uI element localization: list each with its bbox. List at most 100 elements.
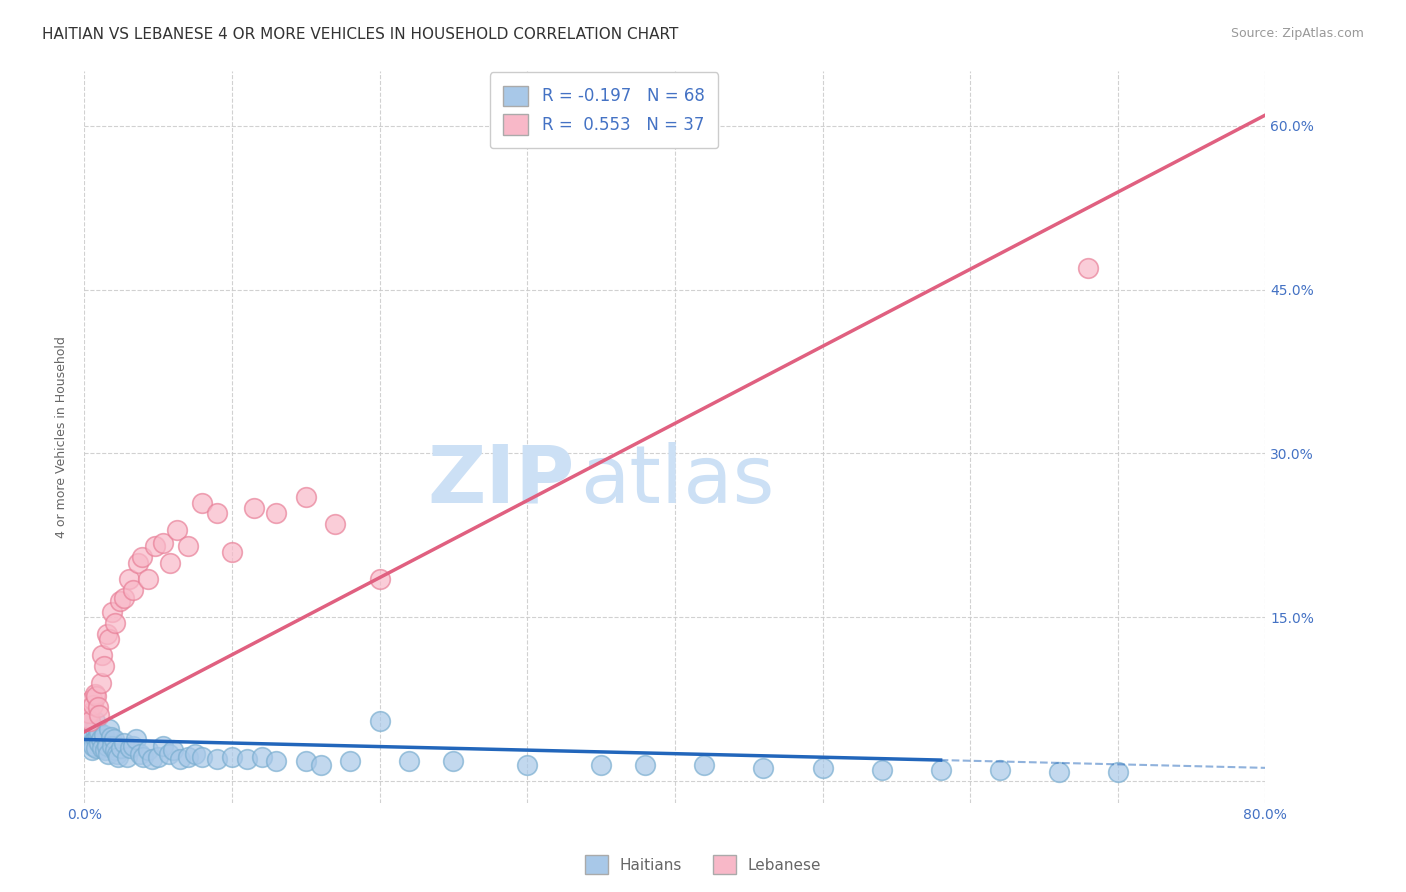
Point <box>89 736 111 750</box>
Point <box>988 763 1011 777</box>
Point <box>1047 765 1070 780</box>
Point <box>221 545 243 559</box>
Point <box>112 736 135 750</box>
Point <box>811 761 834 775</box>
Point <box>264 754 288 768</box>
Point <box>441 754 464 768</box>
Point <box>77 706 100 721</box>
Point <box>264 507 288 521</box>
Point <box>97 747 120 761</box>
Point <box>84 689 107 703</box>
Point <box>398 754 420 768</box>
Legend: R = -0.197   N = 68, R =  0.553   N = 37: R = -0.197 N = 68, R = 0.553 N = 37 <box>491 72 718 148</box>
Point <box>309 757 332 772</box>
Point <box>120 741 142 756</box>
Point <box>79 732 101 747</box>
Point <box>243 501 266 516</box>
Point <box>84 732 107 747</box>
Point <box>634 757 657 772</box>
Point <box>1107 765 1129 780</box>
Text: atlas: atlas <box>581 442 775 520</box>
Point <box>93 659 115 673</box>
Point <box>98 632 121 646</box>
Point <box>96 739 118 753</box>
Point <box>236 752 259 766</box>
Point <box>98 722 121 736</box>
Point <box>177 539 200 553</box>
Point <box>752 761 775 775</box>
Point <box>152 536 174 550</box>
Text: HAITIAN VS LEBANESE 4 OR MORE VEHICLES IN HOUSEHOLD CORRELATION CHART: HAITIAN VS LEBANESE 4 OR MORE VEHICLES I… <box>42 27 679 42</box>
Point <box>136 743 159 757</box>
Point <box>127 556 149 570</box>
Point <box>83 687 105 701</box>
Point <box>295 754 318 768</box>
Point <box>77 728 100 742</box>
Point <box>100 731 122 745</box>
Point <box>162 743 184 757</box>
Point <box>929 763 952 777</box>
Point <box>1077 260 1099 275</box>
Point <box>136 572 159 586</box>
Point <box>112 591 135 605</box>
Point <box>250 750 273 764</box>
Point <box>105 747 128 761</box>
Point <box>84 741 107 756</box>
Point <box>368 714 391 728</box>
Point <box>205 507 228 521</box>
Point <box>101 739 124 753</box>
Point <box>83 714 105 728</box>
Point <box>91 741 114 756</box>
Point <box>295 490 318 504</box>
Point <box>77 714 100 728</box>
Y-axis label: 4 or more Vehicles in Household: 4 or more Vehicles in Household <box>55 336 69 538</box>
Point <box>83 722 105 736</box>
Text: ZIP: ZIP <box>427 442 575 520</box>
Point <box>104 743 127 757</box>
Point <box>82 698 104 712</box>
Point <box>80 743 103 757</box>
Point <box>75 719 97 733</box>
Point <box>169 752 191 766</box>
Point <box>80 692 103 706</box>
Point <box>89 708 111 723</box>
Point <box>191 750 214 764</box>
Point <box>91 648 114 663</box>
Point <box>107 750 129 764</box>
Point <box>368 572 391 586</box>
Point <box>141 752 163 766</box>
Point <box>122 582 145 597</box>
Point <box>339 754 361 768</box>
Point <box>79 714 101 728</box>
Point <box>93 728 115 742</box>
Point <box>205 752 228 766</box>
Point <box>86 699 108 714</box>
Point <box>125 732 148 747</box>
Point <box>191 495 214 509</box>
Point <box>76 711 98 725</box>
Point <box>184 747 207 761</box>
Point <box>86 728 108 742</box>
Point <box>693 757 716 772</box>
Point <box>90 732 112 747</box>
Point <box>870 763 893 777</box>
Point <box>104 615 127 630</box>
Point <box>516 757 538 772</box>
Point <box>89 724 111 739</box>
Point <box>157 747 180 761</box>
Point <box>82 739 104 753</box>
Point <box>101 605 124 619</box>
Point <box>80 736 103 750</box>
Point <box>221 750 243 764</box>
Point <box>152 739 174 753</box>
Point <box>323 517 347 532</box>
Point <box>159 556 181 570</box>
Point <box>132 750 155 764</box>
Point <box>166 523 188 537</box>
Point <box>148 750 170 764</box>
Point <box>591 757 613 772</box>
Point <box>143 539 166 553</box>
Point <box>122 739 145 753</box>
Point <box>96 626 118 640</box>
Point <box>131 550 153 565</box>
